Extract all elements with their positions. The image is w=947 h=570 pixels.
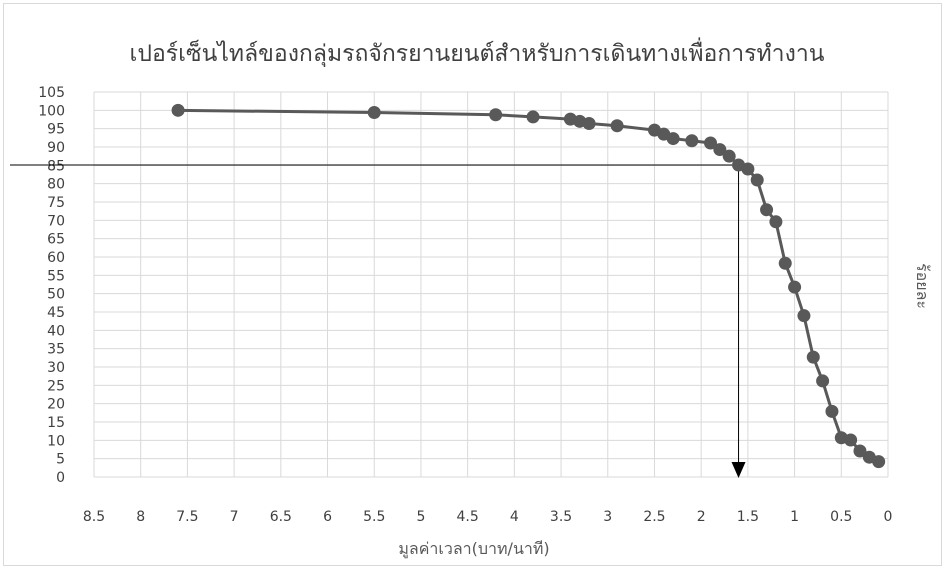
- percentile-annotation: [10, 164, 746, 478]
- data-point: [872, 455, 886, 469]
- data-point: [666, 132, 680, 146]
- y-tick-label: 95: [47, 122, 65, 138]
- x-tick-label: 1: [790, 509, 799, 525]
- chart-title: เปอร์เซ็นไทล์ของกลุ่มรถจักรยานยนต์สำหรับ…: [130, 37, 825, 67]
- data-point: [778, 256, 792, 270]
- x-tick-label: 5.5: [363, 509, 385, 525]
- x-tick-label: 8: [136, 509, 145, 525]
- y-tick-label: 100: [38, 103, 65, 119]
- y-tick-label: 65: [47, 232, 65, 248]
- data-point: [582, 117, 596, 131]
- y-tick-label: 70: [47, 213, 65, 229]
- y-tick-label: 90: [47, 140, 65, 156]
- data-point: [713, 143, 727, 157]
- x-tick-label: 3: [603, 509, 612, 525]
- x-axis-tick-labels: 0 0.5 1 1.5 2 2.5 3 3.5 4 4.5 5 5.5 6 6.5 7 7.5 8 8.5: [83, 509, 893, 525]
- x-axis-label: มูลค่าเวลา(บาท/นาที): [398, 539, 549, 559]
- x-tick-label: 2.5: [643, 509, 665, 525]
- data-point: [750, 173, 764, 187]
- data-point: [526, 110, 540, 124]
- data-point: [610, 119, 624, 133]
- data-point: [797, 309, 811, 323]
- x-tick-label: 8.5: [83, 509, 105, 525]
- y-tick-label: 105: [38, 85, 65, 101]
- grid-lines: [93, 91, 889, 478]
- y-axis-tick-labels: 0 5 10 15 20 25 30 35 40 45 50 55 60 65 70 75 80 85 90 95 10…: [38, 85, 65, 486]
- data-point: [760, 203, 774, 217]
- x-tick-label: 7.5: [176, 509, 198, 525]
- data-point: [722, 149, 736, 163]
- y-tick-label: 5: [56, 452, 65, 468]
- x-tick-label: 0: [884, 509, 893, 525]
- y-tick-label: 80: [47, 177, 65, 193]
- y-tick-label: 35: [47, 342, 65, 358]
- percentile-chart: เปอร์เซ็นไทล์ของกลุ่มรถจักรยานยนต์สำหรับ…: [10, 37, 932, 559]
- y-tick-label: 85: [47, 158, 65, 174]
- y-tick-label: 15: [47, 415, 65, 431]
- x-tick-label: 1.5: [737, 509, 759, 525]
- chart-frame: เปอร์เซ็นไทล์ของกลุ่มรถจักรยานยนต์สำหรับ…: [3, 3, 942, 566]
- data-point: [806, 350, 820, 364]
- data-point: [704, 136, 718, 150]
- data-point: [853, 444, 867, 458]
- x-tick-label: 5: [416, 509, 425, 525]
- y-tick-label: 50: [47, 287, 65, 303]
- data-point: [788, 280, 802, 294]
- y-tick-label: 30: [47, 360, 65, 376]
- data-point: [769, 215, 783, 229]
- x-tick-label: 0.5: [830, 509, 852, 525]
- x-tick-label: 4.5: [457, 509, 479, 525]
- y-tick-label: 75: [47, 195, 65, 211]
- series-line: [178, 108, 880, 463]
- y-tick-label: 60: [47, 250, 65, 266]
- x-tick-label: 7: [230, 509, 239, 525]
- x-tick-label: 6.5: [270, 509, 292, 525]
- data-point: [685, 134, 699, 148]
- y-tick-label: 0: [56, 470, 65, 486]
- y-tick-label: 20: [47, 397, 65, 413]
- y-axis-label: ร้อยละ: [913, 263, 932, 309]
- x-tick-label: 3.5: [550, 509, 572, 525]
- data-point: [741, 162, 755, 176]
- data-series: [171, 103, 886, 469]
- data-point: [844, 433, 858, 447]
- data-point: [816, 374, 830, 388]
- y-tick-label: 25: [47, 378, 65, 394]
- x-tick-label: 6: [323, 509, 332, 525]
- y-tick-label: 45: [47, 305, 65, 321]
- data-point: [489, 108, 503, 122]
- y-tick-label: 55: [47, 268, 65, 284]
- data-point: [171, 103, 185, 117]
- x-tick-label: 4: [510, 509, 519, 525]
- y-tick-label: 40: [47, 323, 65, 339]
- arrow-head: [731, 462, 746, 478]
- data-point: [825, 404, 839, 418]
- y-tick-label: 10: [47, 433, 65, 449]
- data-point: [367, 106, 381, 120]
- x-tick-label: 2: [697, 509, 706, 525]
